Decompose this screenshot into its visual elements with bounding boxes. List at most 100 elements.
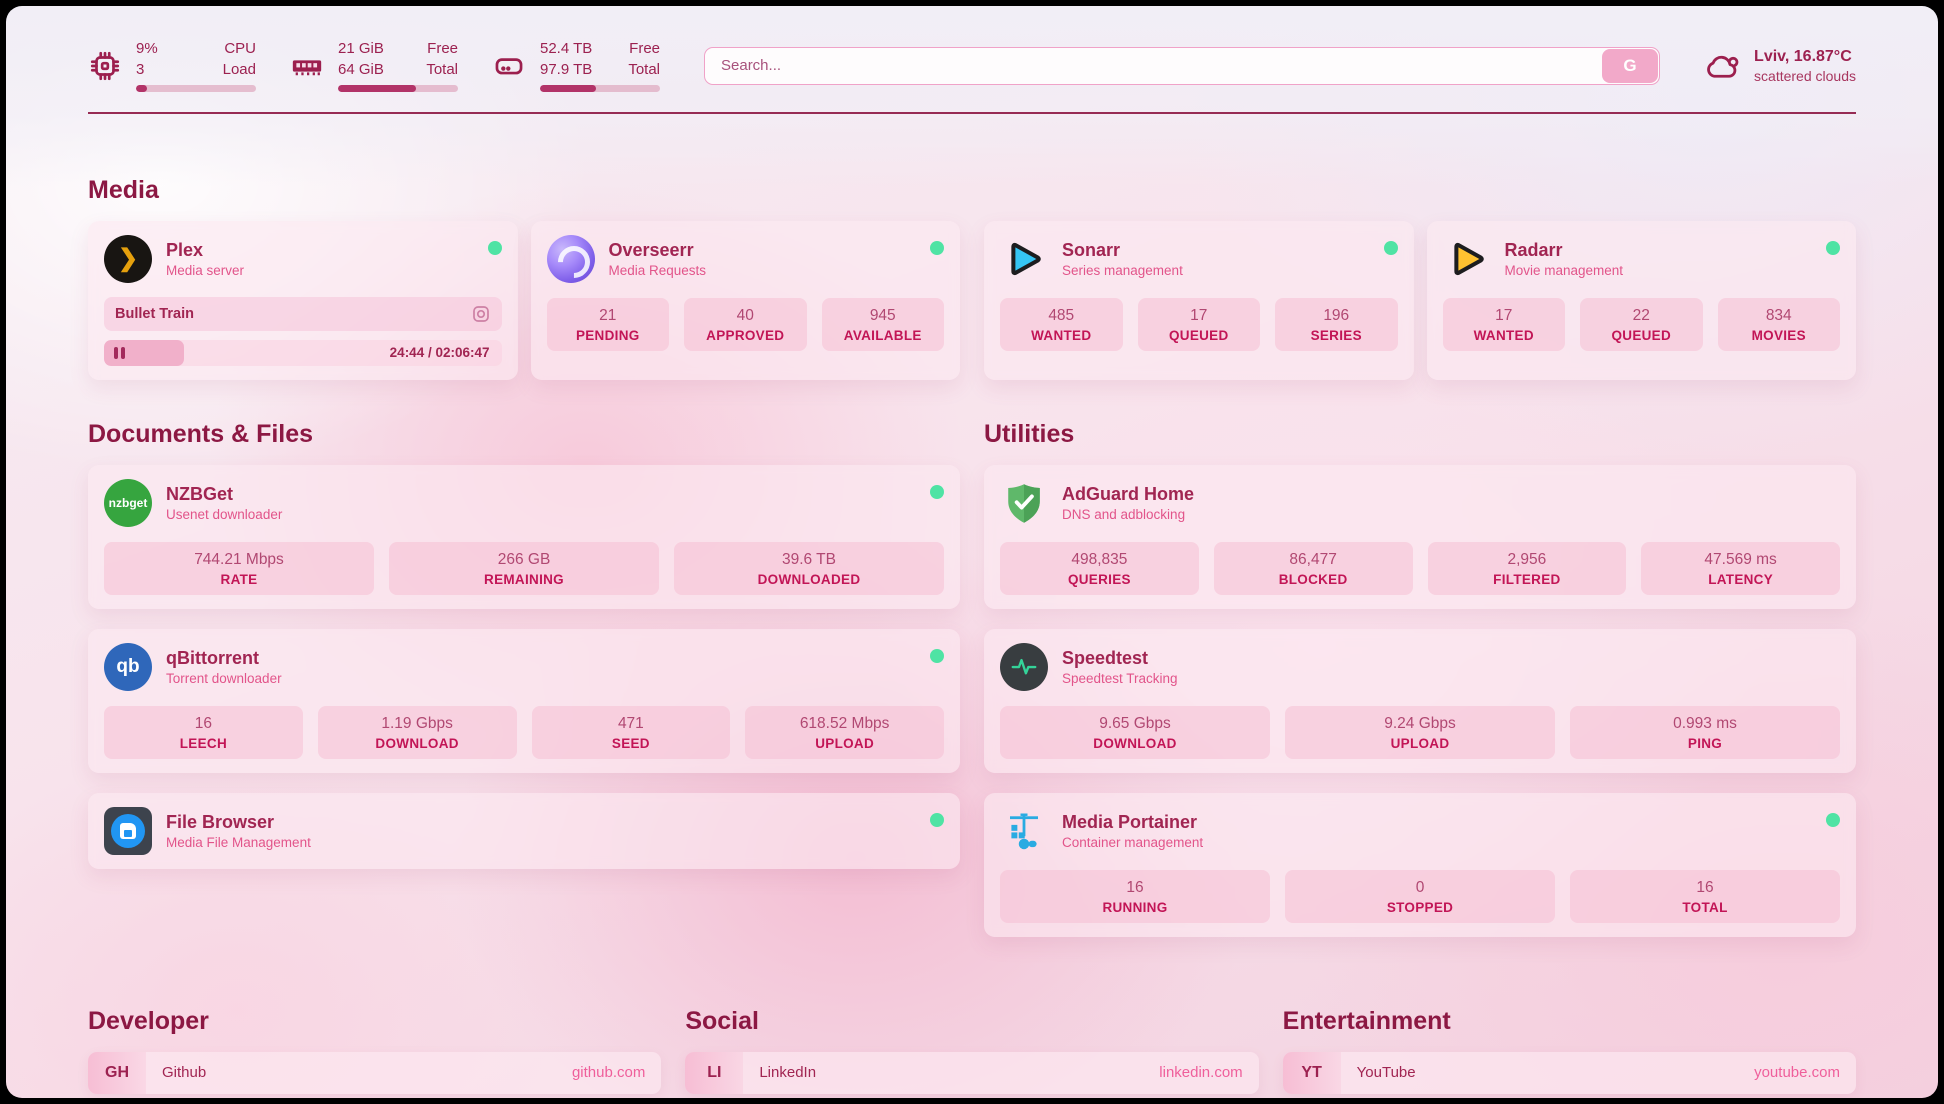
now-playing-row: Bullet Train [104, 296, 502, 331]
weather-widget: Lviv, 16.87°C scattered clouds [1704, 48, 1856, 84]
header-divider [88, 111, 1856, 114]
bookmark-youtube[interactable]: YT YouTube youtube.com [1282, 1051, 1856, 1094]
bookmark-linkedin[interactable]: LI LinkedIn linkedin.com [685, 1051, 1259, 1094]
dashboard-page: 9% 3 CPU Load [6, 6, 1938, 1098]
disk-progress-bar [540, 84, 660, 92]
stat-upload: 618.52 Mbps UPLOAD [745, 705, 944, 759]
app-subtitle: Series management [1062, 262, 1183, 278]
app-title: qBittorrent [166, 647, 259, 668]
cpu-icon [90, 51, 120, 80]
app-title: Overseerr [608, 239, 694, 260]
ram-progress-fill [338, 84, 416, 92]
stat-available: 945 AVAILABLE [821, 297, 944, 351]
app-title: Radarr [1504, 239, 1563, 260]
bookmark-abbr: GH [88, 1051, 146, 1094]
app-title: Speedtest [1062, 647, 1149, 668]
middle-columns: Documents & Files nzbget NZBGet Usenet d… [88, 380, 1856, 937]
app-card-overseerr[interactable]: Overseerr Media Requests 21 PENDING 40 A… [530, 220, 960, 380]
ram-total: 64 GiB [338, 60, 384, 78]
stat-running: 16 RUNNING [1000, 869, 1270, 923]
section-title-utilities: Utilities [984, 419, 1075, 448]
weather-location: Lviv, 16.87°C [1754, 47, 1852, 65]
utilities-column: Utilities AdGuard Home [984, 380, 1856, 937]
bookmark-domain: linkedin.com [1159, 1064, 1243, 1081]
stat-queries: 498,835 QUERIES [1000, 541, 1199, 595]
search-engine-button[interactable]: G [1602, 48, 1659, 83]
stat-latency: 47.569 ms LATENCY [1641, 541, 1840, 595]
search-bar: G [704, 46, 1661, 85]
status-dot [930, 484, 944, 499]
bookmark-domain: github.com [571, 1064, 646, 1081]
playback-time: 24:44 / 02:06:47 [389, 345, 490, 360]
stat-wanted: 17 WANTED [1442, 297, 1565, 351]
app-subtitle: Container management [1062, 834, 1204, 850]
app-card-portainer[interactable]: Media Portainer Container management 16 … [984, 792, 1856, 937]
app-card-qbittorrent[interactable]: qb qBittorrent Torrent downloader 16 LEE… [88, 628, 960, 773]
qbittorrent-icon: qb [104, 642, 152, 691]
disk-free-label: Free [629, 40, 660, 57]
camera-icon[interactable] [471, 304, 491, 324]
app-subtitle: Media server [166, 262, 245, 278]
section-title-entertainment: Entertainment [1282, 1006, 1451, 1035]
ram-total-label: Total [426, 60, 458, 78]
bookmark-github[interactable]: GH Github github.com [88, 1051, 662, 1094]
stat-download: 9.65 Gbps DOWNLOAD [1000, 705, 1270, 759]
bookmark-name: LinkedIn [759, 1064, 817, 1081]
pause-icon[interactable] [114, 346, 125, 359]
app-card-adguard[interactable]: AdGuard Home DNS and adblocking 498,835 … [984, 464, 1856, 609]
ram-stat: 21 GiB 64 GiB Free Total [290, 40, 458, 92]
speedtest-icon [1000, 642, 1048, 691]
app-subtitle: Usenet downloader [166, 506, 283, 522]
cloud-icon [1707, 55, 1739, 78]
radarr-icon [1443, 235, 1491, 283]
cpu-stat: 9% 3 CPU Load [88, 40, 256, 92]
app-title: AdGuard Home [1062, 483, 1195, 504]
stat-rate: 744.21 Mbps RATE [104, 541, 374, 595]
system-stats: 9% 3 CPU Load [88, 40, 660, 92]
app-card-plex[interactable]: ❯ Plex Media server Bullet Train [88, 220, 518, 380]
stat-queued: 17 QUEUED [1137, 297, 1260, 351]
app-card-speedtest[interactable]: Speedtest Speedtest Tracking 9.65 Gbps D… [984, 628, 1856, 773]
stat-seed: 471 SEED [531, 705, 731, 759]
section-title-media: Media [88, 175, 159, 204]
stat-download: 1.19 Gbps DOWNLOAD [317, 705, 517, 759]
disk-progress-fill [540, 84, 597, 92]
plex-icon: ❯ [104, 234, 152, 283]
app-card-radarr[interactable]: Radarr Movie management 17 WANTED 22 QUE… [1426, 220, 1856, 380]
status-dot [1383, 240, 1398, 255]
stat-series: 196 SERIES [1275, 297, 1398, 351]
cpu-usage: 9% [136, 40, 158, 57]
app-card-filebrowser[interactable]: File Browser Media File Management [88, 792, 960, 869]
app-card-nzbget[interactable]: nzbget NZBGet Usenet downloader 744.21 M… [88, 464, 960, 609]
stat-leech: 16 LEECH [104, 705, 303, 759]
bookmark-group-entertainment: Entertainment YT YouTube youtube.com NF … [1282, 1006, 1856, 1099]
status-dot [1826, 240, 1840, 255]
stat-pending: 21 PENDING [546, 297, 669, 351]
disk-total-label: Total [628, 60, 660, 78]
app-card-sonarr[interactable]: Sonarr Series management 485 WANTED 17 Q… [984, 220, 1414, 380]
app-title: File Browser [166, 811, 275, 832]
cpu-load-label: Load [222, 60, 256, 78]
adguard-icon [1000, 479, 1048, 527]
app-subtitle: Media Requests [608, 262, 707, 278]
stat-approved: 40 APPROVED [684, 297, 807, 351]
app-subtitle: Torrent downloader [166, 670, 282, 686]
status-dot [930, 812, 944, 827]
disk-stat: 52.4 TB 97.9 TB Free Total [492, 40, 660, 92]
cpu-progress-fill [136, 84, 147, 92]
ram-free-label: Free [427, 40, 458, 57]
sonarr-icon [1000, 235, 1048, 283]
app-subtitle: Media File Management [166, 834, 311, 850]
app-subtitle: DNS and adblocking [1062, 506, 1186, 522]
bookmark-group-developer: Developer GH Github github.com SO StackO… [88, 1007, 662, 1099]
disk-icon [495, 58, 523, 75]
portainer-icon [1000, 807, 1048, 855]
weather-condition: scattered clouds [1754, 67, 1856, 84]
search-input[interactable] [705, 47, 1602, 84]
app-title: Plex [166, 239, 204, 260]
bookmark-group-social: Social LI LinkedIn linkedin.com TW Twitt… [685, 1007, 1259, 1099]
documents-column: Documents & Files nzbget NZBGet Usenet d… [88, 380, 960, 937]
ram-progress-bar [338, 84, 458, 92]
cpu-load-value: 3 [136, 60, 145, 78]
stat-blocked: 86,477 BLOCKED [1213, 541, 1413, 595]
